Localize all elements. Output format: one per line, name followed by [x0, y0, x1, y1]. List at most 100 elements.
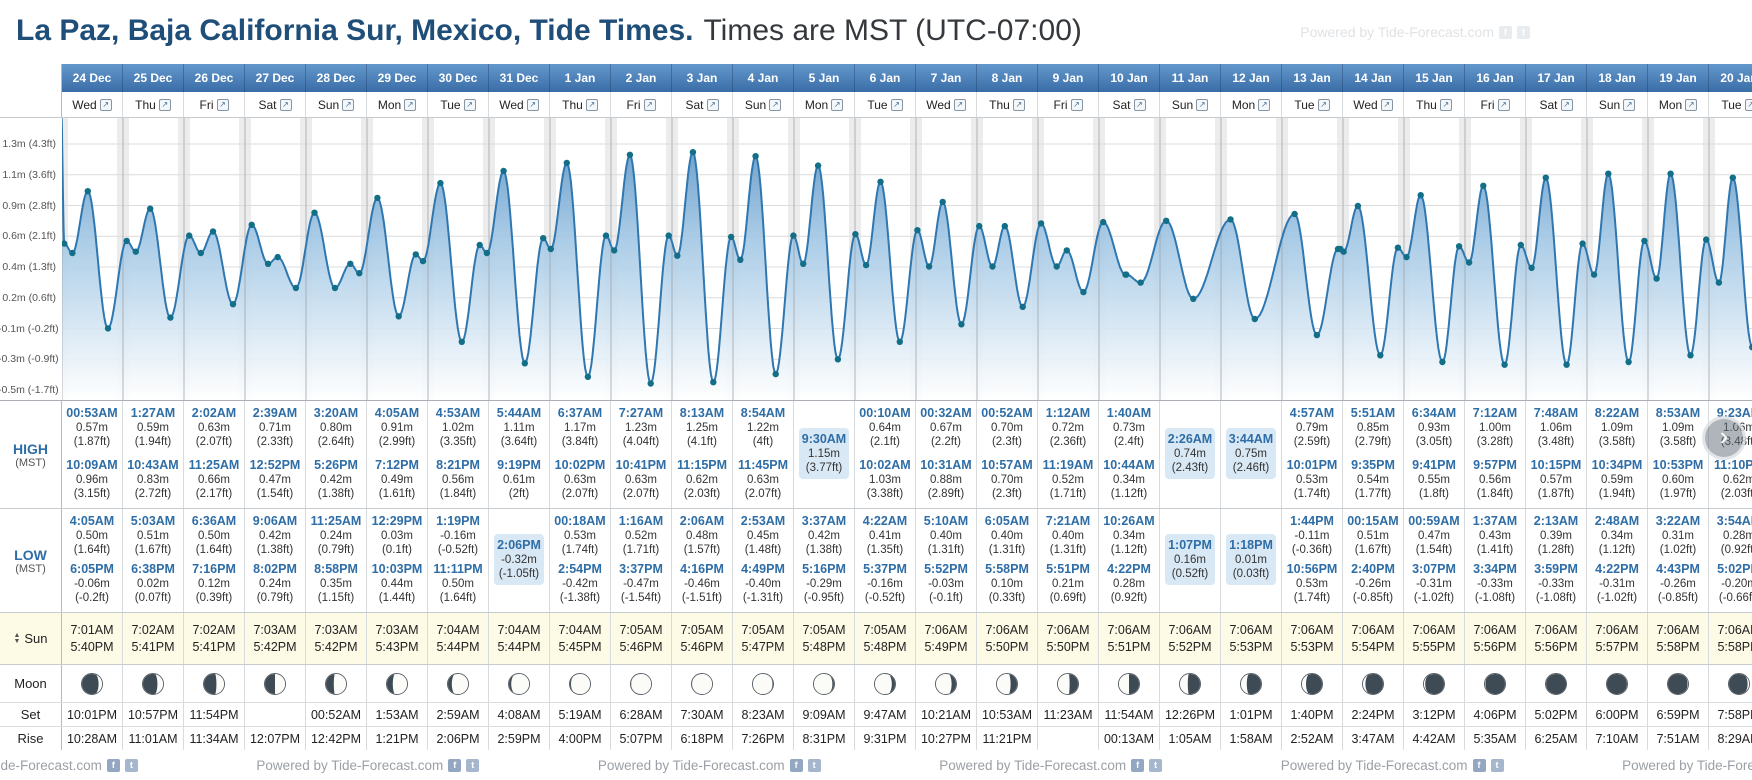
tide-height-m: 0.53m: [1296, 578, 1328, 590]
tide-height-m: -0.40m: [745, 578, 781, 590]
tide-time: 2:40PM: [1351, 562, 1395, 576]
expand-day-icon[interactable]: ↗: [1744, 98, 1752, 111]
expand-day-icon[interactable]: ↗: [1685, 98, 1698, 111]
tide-height-ft: (3.48ft): [1537, 436, 1575, 448]
expand-day-icon[interactable]: ↗: [279, 98, 292, 111]
high-cell: 3:44AM 0.75m (2.46ft): [1221, 401, 1282, 508]
high-tide-entry: 8:21PM 0.56m (1.84ft): [436, 458, 480, 501]
high-cell: 00:32AM 0.67m (2.2ft) 10:31AM 0.88m (2.89ft): [916, 401, 977, 508]
watermark-text: Powered by Tide-Forecast.com: [1622, 757, 1752, 773]
tide-time: 1:27AM: [130, 406, 176, 420]
expand-day-icon[interactable]: ↗: [1012, 98, 1025, 111]
low-tide-entry: 5:37PM -0.16m (-0.52ft): [863, 562, 907, 605]
sunrise-time: 7:06AM: [1595, 622, 1639, 637]
expand-day-icon[interactable]: ↗: [1497, 98, 1510, 111]
high-cell: 00:10AM 0.64m (2.1ft) 10:02AM 1.03m (3.38ft): [855, 401, 916, 508]
facebook-icon: f: [1131, 758, 1145, 772]
tide-height-m: 0.28m: [1723, 530, 1752, 542]
location-title: La Paz, Baja California Sur, Mexico, Tid…: [16, 14, 694, 47]
expand-day-icon[interactable]: ↗: [769, 98, 782, 111]
expand-day-icon[interactable]: ↗: [1070, 98, 1083, 111]
tide-height-ft: (1.54ft): [256, 488, 294, 500]
tide-time: 6:37AM: [557, 406, 603, 420]
tide-time: 7:27AM: [618, 406, 664, 420]
moon-phase-icon: [142, 672, 164, 695]
tide-time: 11:45PM: [737, 458, 789, 472]
moonrise-cell: 4:00PM: [550, 727, 611, 750]
moonset-cell: 10:21AM: [916, 703, 977, 726]
expand-day-icon[interactable]: ↗: [831, 98, 844, 111]
expand-day-icon[interactable]: ↗: [1623, 98, 1636, 111]
moon-phase-icon: [691, 672, 713, 695]
moonset-cell: [245, 703, 306, 726]
expand-day-icon[interactable]: ↗: [216, 98, 229, 111]
expand-day-icon[interactable]: ↗: [1133, 98, 1146, 111]
expand-day-icon[interactable]: ↗: [1439, 98, 1452, 111]
tide-height-m: 0.73m: [1113, 422, 1145, 434]
dow-label: Wed: [1353, 97, 1378, 112]
moon-phase-icon: [1545, 672, 1567, 695]
tide-height-ft: (3.28ft): [1476, 436, 1514, 448]
moon-cell: [1404, 665, 1465, 702]
tide-height-m: -0.32m: [501, 554, 537, 566]
expand-day-icon[interactable]: ↗: [1560, 98, 1573, 111]
sun-cell: 7:04AM 5:45PM: [550, 613, 611, 664]
expand-day-icon[interactable]: ↗: [643, 98, 656, 111]
moon-cell: [672, 665, 733, 702]
tide-height-ft: (1.84ft): [1476, 488, 1514, 500]
date-cell: 18 Jan: [1587, 64, 1648, 92]
low-tide-entry: 5:58PM 0.10m (0.33ft): [985, 562, 1029, 605]
tide-height-m: 0.42m: [808, 530, 840, 542]
twitter-icon: t: [1149, 758, 1163, 772]
moonset-cell: 3:12PM: [1404, 703, 1465, 726]
tide-height-ft: (3.64ft): [500, 436, 538, 448]
low-tide-entry: 4:22PM -0.31m (-1.02ft): [1595, 562, 1639, 605]
moonset-cell: 2:24PM: [1343, 703, 1404, 726]
expand-day-icon[interactable]: ↗: [404, 98, 417, 111]
date-cell: 1 Jan: [550, 64, 611, 92]
low-cell: 1:18PM 0.01m (0.03ft): [1221, 509, 1282, 612]
expand-day-icon[interactable]: ↗: [1258, 98, 1271, 111]
high-tide-entry: 00:10AM 0.64m (2.1ft): [859, 406, 910, 449]
tide-height-ft: (3.38ft): [866, 488, 904, 500]
sun-cells: 7:01AM 5:40PM 7:02AM 5:41PM 7:02AM 5:41PM 7:03…: [62, 613, 1752, 664]
dow-label: Fri: [1053, 97, 1068, 112]
expand-day-icon[interactable]: ↗: [953, 98, 966, 111]
moonrise-cell: 5:35AM: [1465, 727, 1526, 750]
expand-day-icon[interactable]: ↗: [1196, 98, 1209, 111]
expand-day-icon[interactable]: ↗: [585, 98, 598, 111]
dow-label: Thu: [135, 97, 156, 112]
expand-day-icon[interactable]: ↗: [342, 98, 355, 111]
tide-height-m: 0.72m: [1052, 422, 1084, 434]
expand-day-icon[interactable]: ↗: [890, 98, 903, 111]
low-cell: 5:10AM 0.40m (1.31ft) 5:52PM -0.03m (-0.1ft): [916, 509, 977, 612]
expand-day-icon[interactable]: ↗: [158, 98, 171, 111]
tide-height-ft: (1.74ft): [561, 544, 599, 556]
watermark-text: Powered by Tide-Forecast.com: [1300, 24, 1494, 40]
expand-day-icon[interactable]: ↗: [463, 98, 476, 111]
expand-day-icon[interactable]: ↗: [1317, 98, 1330, 111]
tide-height-m: 0.63m: [747, 474, 779, 486]
moonrise-cell: 5:07PM: [611, 727, 672, 750]
tide-time: 10:01PM: [1286, 458, 1338, 472]
expand-day-icon[interactable]: ↗: [99, 98, 112, 111]
tide-height-m: 0.34m: [1113, 474, 1145, 486]
moonset-cell: 11:54PM: [184, 703, 245, 726]
expand-day-icon[interactable]: ↗: [706, 98, 719, 111]
scroll-right-button[interactable]: ›: [1702, 416, 1746, 460]
high-cell: 2:02AM 0.63m (2.07ft) 11:25AM 0.66m (2.17ft): [184, 401, 245, 508]
expand-day-icon[interactable]: ↗: [1380, 98, 1393, 111]
tide-height-m: 0.71m: [259, 422, 291, 434]
low-tide-entry: 5:52PM -0.03m (-0.1ft): [924, 562, 968, 605]
high-tide-entry: 11:25AM 0.66m (2.17ft): [189, 458, 240, 501]
moonrise-cell: 1:05AM: [1160, 727, 1221, 750]
expand-day-icon[interactable]: ↗: [526, 98, 539, 111]
tide-height-ft: (-1.38ft): [559, 592, 601, 604]
tide-height-ft: (3.58ft): [1659, 436, 1697, 448]
tide-height-ft: (1.8ft): [1418, 488, 1450, 500]
moonrise-cell: 3:47AM: [1343, 727, 1404, 750]
high-tide-entry: 10:02AM 1.03m (3.38ft): [859, 458, 910, 501]
tide-height-ft: (1.74ft): [1293, 592, 1331, 604]
sunset-time: 5:40PM: [70, 639, 114, 654]
